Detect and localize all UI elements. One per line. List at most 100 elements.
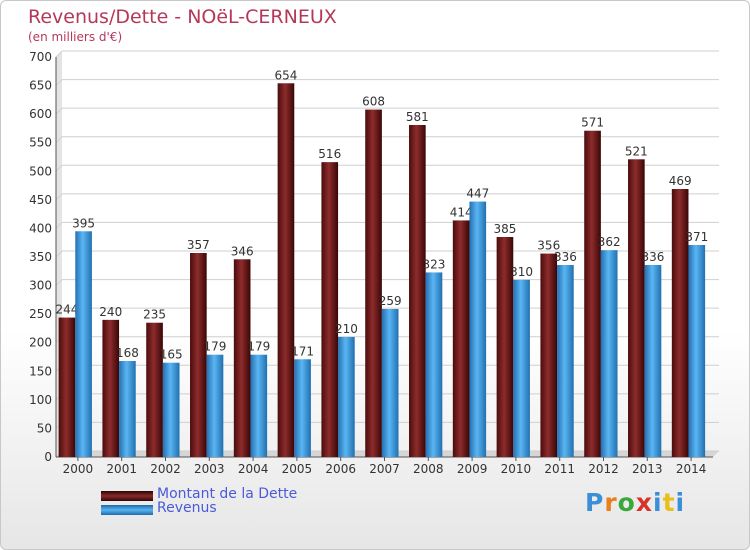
data-label: 165	[160, 348, 183, 362]
bar-revenus	[557, 265, 574, 457]
legend-swatch-revenus	[101, 505, 153, 515]
y-tick-label: 300	[29, 279, 52, 293]
logo-letter: x	[635, 488, 653, 517]
legend-swatch-dette	[101, 491, 153, 501]
bar-revenus	[469, 201, 487, 457]
gridline-depth	[55, 79, 63, 86]
gridline-depth	[55, 136, 63, 144]
y-tick-label: 550	[29, 136, 52, 150]
bar-dette	[628, 159, 645, 458]
data-label: 235	[143, 308, 166, 322]
x-tick-label: 2000	[63, 462, 94, 476]
bar-revenus	[75, 231, 92, 457]
data-label: 521	[625, 144, 648, 158]
bar-dette	[190, 253, 207, 457]
x-tick-label: 2013	[632, 462, 663, 476]
chart-title: Revenus/Dette - NOëL-CERNEUX	[28, 6, 337, 28]
data-label: 608	[362, 95, 385, 109]
bar-dette	[233, 259, 251, 457]
bar-dette	[671, 189, 689, 457]
bar-dette	[452, 220, 470, 457]
data-label: 171	[291, 344, 314, 358]
gridline-depth	[55, 164, 63, 172]
bar-dette	[365, 109, 382, 458]
bar-revenus	[294, 359, 311, 457]
logo-letter: i	[675, 488, 686, 517]
data-label: 168	[116, 346, 139, 360]
data-label: 336	[642, 250, 665, 264]
data-label: 571	[581, 116, 604, 130]
data-label: 310	[510, 265, 533, 279]
data-label: 346	[231, 244, 254, 258]
bar-revenus	[250, 354, 268, 457]
chart-subtitle: (en milliers d'€)	[28, 30, 123, 44]
data-label: 581	[406, 110, 429, 124]
bar-dette	[277, 83, 295, 458]
y-tick-label: 650	[29, 79, 52, 93]
y-tick-label: 100	[29, 393, 52, 407]
y-tick-label: 450	[29, 193, 52, 207]
bar-revenus	[600, 250, 618, 457]
bar-revenus	[381, 309, 399, 457]
bar-dette	[540, 253, 558, 457]
data-label: 469	[669, 174, 692, 188]
x-tick-label: 2012	[588, 462, 619, 476]
y-tick-label: 250	[29, 307, 52, 321]
bar-revenus	[513, 279, 530, 457]
data-label: 244	[55, 303, 78, 317]
bar-dette	[102, 319, 120, 457]
x-tick-label: 2002	[150, 462, 181, 476]
gridline-depth	[55, 250, 63, 258]
bar-revenus	[338, 337, 355, 457]
x-tick-label: 2006	[325, 462, 356, 476]
logo-letter: P	[585, 488, 605, 517]
data-label: 414	[450, 205, 473, 219]
legend-label-revenus: Revenus	[157, 500, 217, 516]
data-label: 179	[204, 340, 227, 354]
bar-revenus	[119, 361, 136, 457]
data-label: 356	[537, 239, 560, 253]
logo-letter: t	[662, 488, 676, 517]
gridline-depth	[55, 279, 63, 286]
y-tick-label: 700	[29, 50, 52, 64]
logo-letter: i	[653, 488, 663, 517]
bar-dette	[321, 162, 339, 457]
y-tick-label: 0	[44, 450, 52, 464]
data-label: 336	[554, 250, 577, 264]
data-label: 323	[423, 257, 446, 271]
data-label: 357	[187, 238, 210, 252]
proxiti-logo: Proxiti	[585, 488, 685, 517]
data-label: 395	[72, 216, 95, 230]
bar-dette	[58, 317, 76, 457]
bar-revenus	[206, 354, 224, 457]
x-tick-label: 2003	[194, 462, 225, 476]
x-tick-label: 2010	[501, 462, 532, 476]
bar-dette	[584, 130, 601, 457]
data-label: 385	[493, 222, 516, 236]
x-tick-label: 2009	[457, 462, 488, 476]
data-label: 654	[274, 68, 297, 82]
bar-revenus	[644, 265, 662, 457]
bar-dette	[409, 125, 426, 457]
gridline-depth	[55, 50, 63, 58]
x-tick-label: 2007	[369, 462, 400, 476]
x-tick-label: 2011	[544, 462, 575, 476]
y-tick-label: 600	[29, 107, 52, 121]
x-tick-label: 2014	[676, 462, 707, 476]
legend-label-dette: Montant de la Dette	[157, 486, 298, 502]
bar-revenus	[162, 362, 180, 457]
x-tick-label: 2008	[413, 462, 444, 476]
logo-letter: o	[617, 488, 636, 517]
y-tick-label: 200	[29, 336, 52, 350]
x-tick-label: 2004	[238, 462, 269, 476]
y-tick-label: 150	[29, 364, 52, 378]
data-label: 210	[335, 322, 358, 336]
y-tick-label: 500	[29, 164, 52, 178]
y-tick-label: 50	[37, 421, 52, 435]
bar-revenus	[425, 272, 443, 457]
data-label: 179	[247, 340, 270, 354]
data-label: 259	[379, 294, 402, 308]
gridline-depth	[55, 193, 63, 201]
data-label: 362	[598, 235, 621, 249]
